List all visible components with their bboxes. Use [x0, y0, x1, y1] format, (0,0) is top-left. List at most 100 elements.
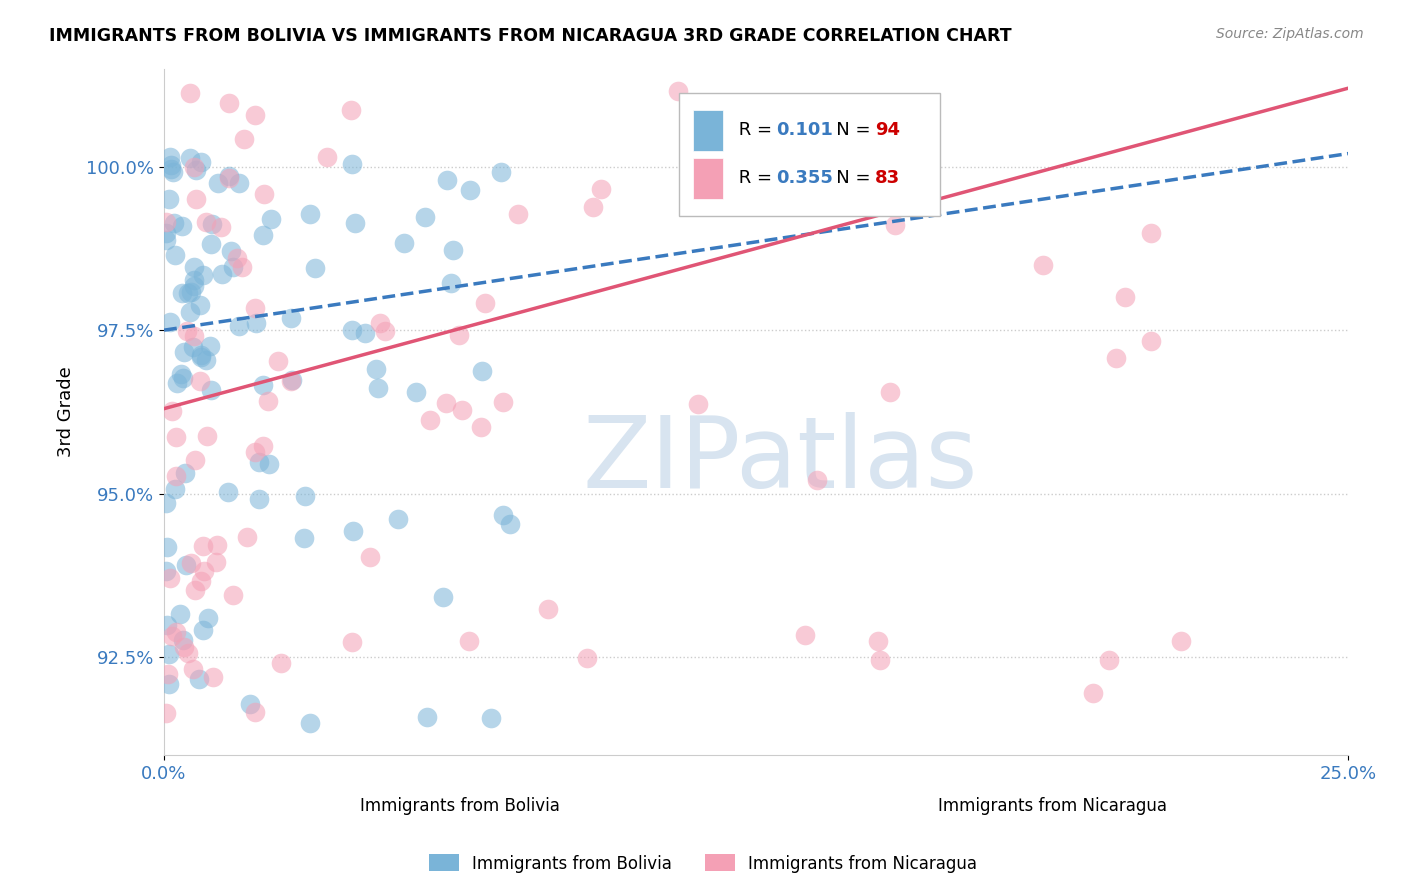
Point: [492, 508, 515, 522]
Point: [157, 676, 180, 690]
Text: IMMIGRANTS FROM BOLIVIA VS IMMIGRANTS FROM NICARAGUA 3RD GRADE CORRELATION CHART: IMMIGRANTS FROM BOLIVIA VS IMMIGRANTS FR…: [49, 27, 1012, 45]
Point: [179, 305, 201, 319]
Point: [576, 651, 599, 665]
Point: [204, 555, 226, 569]
Point: [243, 108, 266, 122]
Point: [155, 227, 177, 241]
Point: [218, 169, 240, 184]
Point: [191, 268, 214, 282]
Point: [866, 634, 889, 648]
Point: [177, 646, 200, 660]
Point: [197, 611, 219, 625]
Point: [392, 235, 415, 250]
Point: [165, 468, 187, 483]
Point: [294, 489, 316, 503]
Point: [506, 207, 529, 221]
Point: [252, 227, 274, 242]
Point: [228, 176, 250, 190]
Point: [582, 201, 605, 215]
Point: [405, 384, 427, 399]
Point: [183, 329, 205, 343]
Point: [1114, 290, 1136, 304]
Point: [174, 466, 197, 480]
Point: [162, 629, 184, 643]
Point: [165, 482, 187, 496]
Point: [222, 260, 245, 275]
Point: [441, 243, 464, 257]
Point: [232, 131, 254, 145]
Point: [280, 374, 302, 388]
Point: [247, 492, 270, 507]
Text: N =: N =: [818, 121, 876, 139]
Point: [353, 326, 375, 340]
Point: [191, 539, 214, 553]
Point: [218, 95, 240, 110]
Point: [200, 384, 222, 398]
Point: [183, 273, 205, 287]
Point: [159, 150, 181, 164]
Point: [252, 186, 274, 201]
Point: [169, 607, 191, 622]
Point: [179, 87, 201, 101]
Point: [243, 705, 266, 719]
Point: [166, 376, 188, 390]
Point: [163, 247, 186, 261]
Point: [176, 325, 198, 339]
Point: [190, 350, 212, 364]
Point: [155, 706, 177, 720]
Point: [194, 353, 217, 368]
Point: [239, 698, 262, 712]
Point: [231, 260, 253, 274]
Bar: [679, 93, 939, 216]
Point: [257, 394, 280, 409]
Point: [188, 298, 211, 312]
Y-axis label: 3rd Grade: 3rd Grade: [58, 367, 75, 458]
Point: [1170, 633, 1192, 648]
Point: [228, 319, 250, 334]
Point: [188, 374, 211, 388]
Point: [1081, 686, 1104, 700]
Point: [172, 633, 194, 648]
Point: [298, 715, 321, 730]
Point: [183, 160, 205, 174]
Point: [450, 402, 472, 417]
Point: [340, 323, 363, 337]
Text: ZIPatlas: ZIPatlas: [582, 411, 977, 508]
Point: [387, 511, 409, 525]
Point: [416, 710, 439, 724]
Point: [207, 176, 229, 190]
Point: [183, 260, 205, 275]
Point: [181, 340, 204, 354]
Text: R =: R =: [733, 169, 778, 187]
Point: [155, 233, 177, 247]
Point: [157, 193, 180, 207]
Point: [157, 666, 180, 681]
Point: [184, 452, 207, 467]
Point: [304, 260, 326, 275]
Point: [190, 154, 212, 169]
Point: [201, 217, 224, 231]
Point: [209, 220, 232, 235]
Text: N =: N =: [818, 169, 876, 187]
Point: [432, 590, 454, 604]
Text: Source: ZipAtlas.com: Source: ZipAtlas.com: [1216, 27, 1364, 41]
Point: [457, 633, 479, 648]
Point: [340, 634, 363, 648]
Point: [879, 385, 901, 400]
Point: [489, 165, 512, 179]
Point: [173, 344, 195, 359]
Point: [252, 439, 274, 453]
Point: [170, 285, 193, 300]
Point: [184, 583, 207, 598]
Point: [536, 602, 558, 616]
Point: [252, 378, 274, 392]
Point: [236, 531, 259, 545]
Point: [155, 496, 177, 510]
Point: [281, 373, 304, 387]
Point: [157, 647, 180, 661]
Point: [869, 653, 891, 667]
Point: [471, 364, 494, 378]
Point: [368, 316, 391, 330]
Point: [163, 216, 186, 230]
Point: [419, 413, 441, 427]
